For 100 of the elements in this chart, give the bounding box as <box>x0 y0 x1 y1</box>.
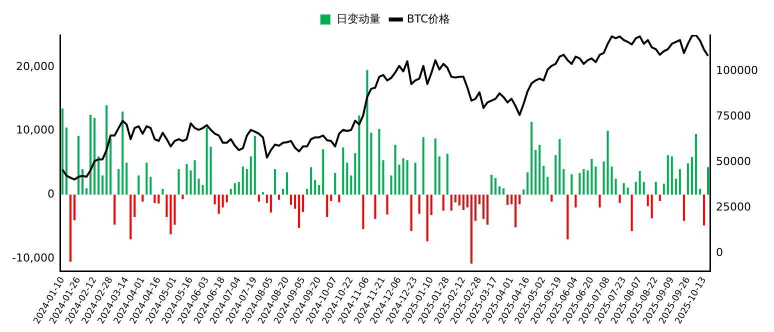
bar <box>614 178 617 195</box>
bar <box>542 166 545 195</box>
bar <box>146 162 148 195</box>
bar <box>294 194 296 209</box>
bar <box>350 176 352 195</box>
bar <box>446 154 448 195</box>
bar <box>454 194 456 202</box>
bar <box>426 194 428 242</box>
bar <box>210 146 212 195</box>
bar <box>298 194 300 228</box>
bar <box>486 194 488 225</box>
bar <box>546 176 549 195</box>
bar <box>434 138 436 195</box>
bar <box>330 194 332 202</box>
y-tick-label: 10,000 <box>16 124 54 137</box>
bar <box>318 185 320 195</box>
bar <box>246 169 248 195</box>
bar <box>106 105 108 195</box>
bar <box>114 194 116 225</box>
bar <box>110 138 112 195</box>
bar <box>202 185 204 195</box>
bar <box>138 176 140 195</box>
y-tick-label: -10,000 <box>12 251 54 264</box>
bar <box>86 188 88 195</box>
bar <box>142 194 144 202</box>
legend-label: 日变动量 <box>336 12 380 26</box>
bar <box>562 169 565 195</box>
bar <box>130 194 132 240</box>
bar <box>194 160 196 195</box>
bar <box>458 194 460 206</box>
bar <box>118 169 120 195</box>
bar <box>558 139 561 195</box>
y2-tick-label: 50000 <box>716 155 752 168</box>
bar <box>502 188 505 195</box>
bar <box>578 172 581 195</box>
bar <box>466 194 468 208</box>
bar <box>338 194 340 202</box>
bar <box>126 162 128 195</box>
bar <box>358 115 360 195</box>
bar <box>666 155 669 195</box>
bar <box>566 194 569 240</box>
bar <box>250 156 252 195</box>
y2-tick-label: 75000 <box>716 110 752 123</box>
bar <box>418 194 420 214</box>
bar <box>490 174 492 195</box>
bar <box>462 194 464 210</box>
bar <box>61 108 64 195</box>
bar <box>498 186 501 195</box>
bar <box>242 166 244 195</box>
bar <box>598 194 601 208</box>
bar <box>650 194 653 218</box>
bar <box>134 194 136 218</box>
y-tick-label: 0 <box>47 188 54 201</box>
bar <box>670 156 673 195</box>
bar <box>646 194 649 206</box>
bar <box>218 194 220 214</box>
bar <box>482 194 484 219</box>
bar <box>586 170 589 195</box>
bar <box>582 169 585 195</box>
bar <box>178 169 180 195</box>
bar <box>254 136 256 195</box>
bar <box>554 155 557 195</box>
bar <box>394 144 396 195</box>
bar <box>494 178 496 195</box>
bar <box>378 128 380 195</box>
bar <box>346 162 348 195</box>
bar <box>334 172 336 195</box>
bar <box>678 169 681 195</box>
bar <box>206 128 208 195</box>
bar <box>65 128 68 195</box>
bar <box>442 194 444 211</box>
bar <box>258 194 260 202</box>
bar <box>174 194 176 225</box>
bar <box>90 114 92 195</box>
bar <box>306 188 308 195</box>
bar <box>518 194 521 204</box>
bar <box>514 194 517 228</box>
bar <box>366 70 368 195</box>
bar <box>234 183 236 195</box>
bar <box>302 194 304 212</box>
bar <box>510 194 513 204</box>
bar <box>574 194 577 208</box>
bar <box>198 178 200 195</box>
bar <box>326 194 328 218</box>
bar <box>610 166 613 195</box>
bar <box>370 132 372 195</box>
bar <box>362 194 364 230</box>
bar <box>158 194 160 204</box>
bar <box>690 156 693 195</box>
bar <box>702 194 705 226</box>
bar <box>626 188 629 195</box>
bar <box>474 194 476 221</box>
bar <box>102 176 104 195</box>
bar <box>398 164 400 195</box>
bar <box>270 194 272 213</box>
bar <box>622 183 625 195</box>
bar <box>422 137 424 195</box>
legend-label: BTC价格 <box>406 12 450 26</box>
bar <box>470 194 472 264</box>
bar <box>506 194 509 205</box>
